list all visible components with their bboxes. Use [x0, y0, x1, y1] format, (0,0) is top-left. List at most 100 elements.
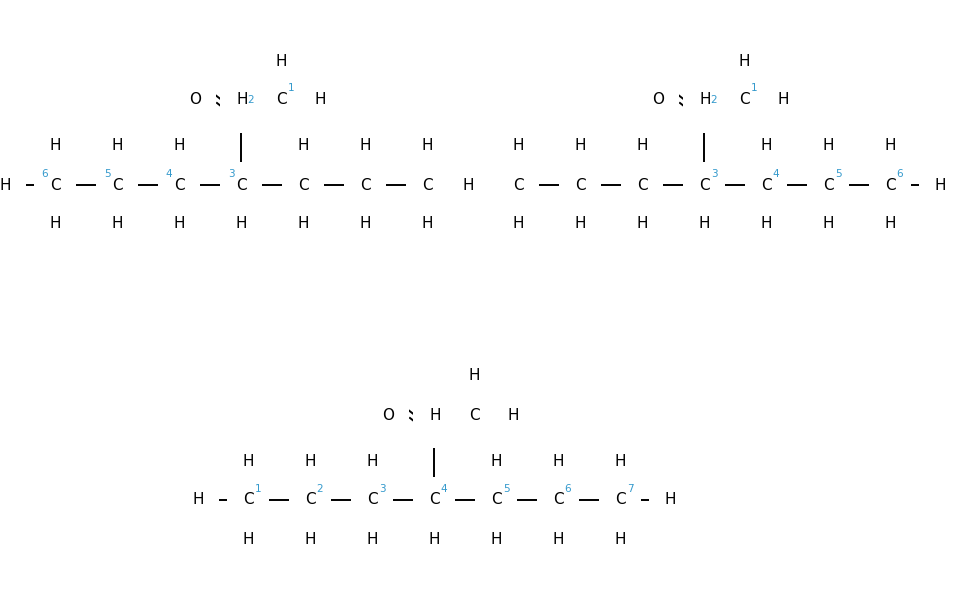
Text: H: H — [636, 138, 648, 153]
Text: 3: 3 — [710, 169, 717, 179]
Text: H: H — [275, 54, 287, 68]
Text: H: H — [490, 532, 502, 546]
Text: H: H — [367, 532, 377, 546]
Text: C: C — [112, 177, 122, 192]
Text: 7: 7 — [626, 484, 633, 494]
Text: 1: 1 — [255, 484, 262, 494]
Text: 1: 1 — [288, 83, 294, 93]
Text: H: H — [553, 454, 563, 468]
Text: C: C — [360, 177, 370, 192]
Text: 2: 2 — [248, 95, 255, 105]
Text: C: C — [491, 493, 502, 507]
Text: H: H — [884, 217, 896, 231]
Text: H: H — [614, 454, 626, 468]
Text: H: H — [463, 177, 473, 192]
Text: C: C — [739, 93, 750, 108]
Text: H: H — [242, 454, 254, 468]
Text: 3: 3 — [378, 484, 385, 494]
Text: C: C — [885, 177, 896, 192]
Text: H: H — [236, 93, 248, 108]
Text: H: H — [49, 138, 61, 153]
Text: C: C — [428, 418, 439, 432]
Text: H: H — [574, 217, 586, 231]
Text: H: H — [884, 138, 896, 153]
Text: H: H — [513, 217, 523, 231]
Text: C: C — [468, 407, 479, 423]
Text: H: H — [513, 138, 523, 153]
Text: C: C — [513, 177, 523, 192]
Text: O: O — [652, 93, 664, 108]
Text: 4: 4 — [772, 169, 779, 179]
Text: H: H — [112, 217, 122, 231]
Text: H: H — [367, 454, 377, 468]
Text: C: C — [822, 177, 833, 192]
Text: 4: 4 — [166, 169, 172, 179]
Text: C: C — [614, 493, 625, 507]
Text: H: H — [508, 407, 518, 423]
Text: H: H — [760, 138, 772, 153]
Text: H: H — [428, 532, 440, 546]
Text: C: C — [428, 493, 439, 507]
Text: H: H — [553, 532, 563, 546]
Text: O: O — [382, 407, 394, 423]
Text: H: H — [429, 407, 441, 423]
Text: H: H — [242, 532, 254, 546]
Text: 6: 6 — [897, 169, 904, 179]
Text: 3: 3 — [227, 169, 234, 179]
Text: C: C — [760, 177, 771, 192]
Text: H: H — [777, 93, 789, 108]
Text: H: H — [471, 177, 483, 192]
Text: C: C — [367, 493, 377, 507]
Text: C: C — [637, 177, 648, 192]
Text: H: H — [173, 217, 185, 231]
Text: 1: 1 — [751, 83, 758, 93]
Text: H: H — [173, 138, 185, 153]
Text: 5: 5 — [104, 169, 111, 179]
Text: H: H — [304, 454, 316, 468]
Text: H: H — [738, 54, 750, 68]
Text: H: H — [360, 217, 370, 231]
Text: H: H — [304, 532, 316, 546]
Text: 2: 2 — [317, 484, 323, 494]
Text: C: C — [235, 177, 246, 192]
Text: C: C — [421, 177, 432, 192]
Text: H: H — [490, 454, 502, 468]
Text: H: H — [614, 532, 626, 546]
Text: H: H — [0, 177, 11, 192]
Text: C: C — [235, 102, 246, 118]
Text: H: H — [636, 217, 648, 231]
Text: H: H — [468, 368, 480, 384]
Text: C: C — [574, 177, 585, 192]
Text: C: C — [298, 177, 309, 192]
Text: H: H — [235, 217, 247, 231]
Text: H: H — [49, 217, 61, 231]
Text: C: C — [275, 93, 286, 108]
Text: 6: 6 — [42, 169, 48, 179]
Text: H: H — [315, 93, 325, 108]
Text: H: H — [421, 217, 433, 231]
Text: H: H — [192, 493, 204, 507]
Text: C: C — [699, 102, 710, 118]
Text: C: C — [305, 493, 316, 507]
Text: 4: 4 — [441, 484, 447, 494]
Text: H: H — [822, 138, 834, 153]
Text: H: H — [297, 138, 309, 153]
Text: O: O — [189, 93, 201, 108]
Text: 6: 6 — [564, 484, 571, 494]
Text: H: H — [421, 138, 433, 153]
Text: C: C — [699, 177, 710, 192]
Text: H: H — [664, 493, 676, 507]
Text: 5: 5 — [503, 484, 510, 494]
Text: 2: 2 — [710, 95, 717, 105]
Text: C: C — [243, 493, 253, 507]
Text: C: C — [50, 177, 61, 192]
Text: H: H — [297, 217, 309, 231]
Text: H: H — [760, 217, 772, 231]
Text: H: H — [934, 177, 946, 192]
Text: C: C — [173, 177, 184, 192]
Text: C: C — [553, 493, 563, 507]
Text: H: H — [360, 138, 370, 153]
Text: H: H — [112, 138, 122, 153]
Text: H: H — [822, 217, 834, 231]
Text: H: H — [698, 217, 710, 231]
